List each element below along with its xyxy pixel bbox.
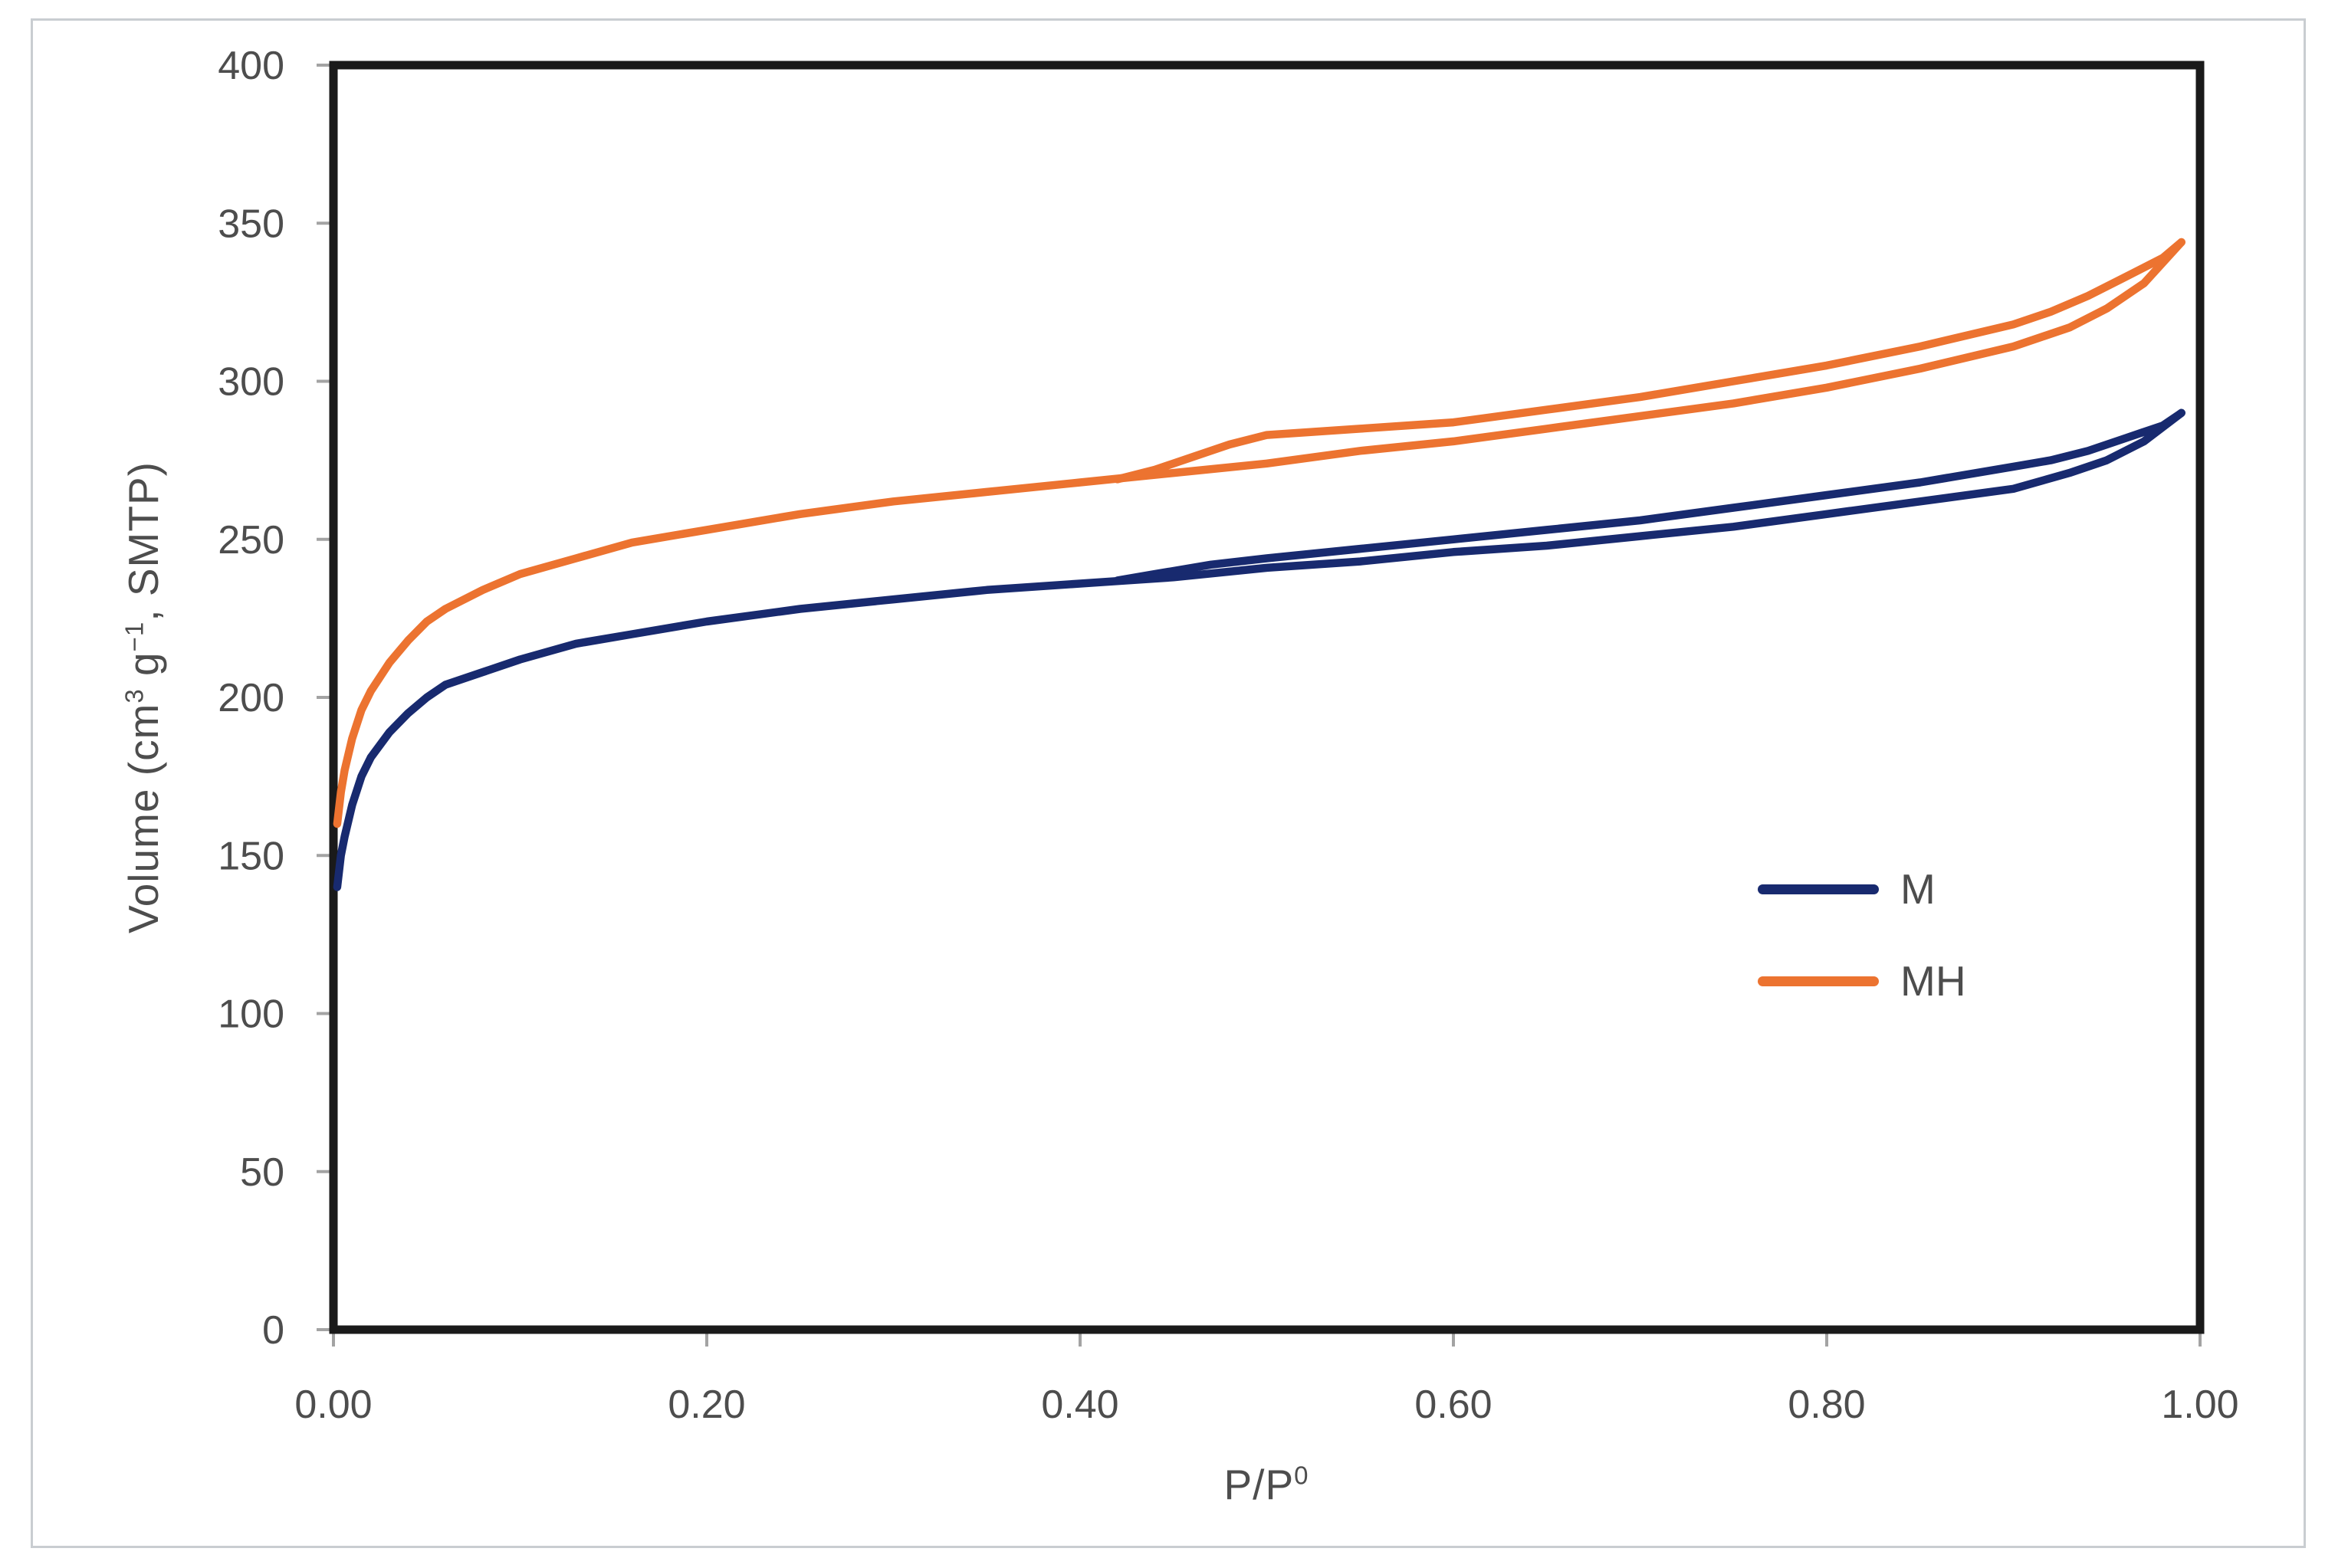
legend: M MH (1758, 864, 1966, 1005)
legend-item-MH: MH (1758, 956, 1966, 1005)
series-M-desorption-line (1113, 408, 2185, 585)
y-axis-title-pre: Volume (cm (120, 703, 167, 933)
y-tick-label: 350 (218, 202, 284, 246)
x-axis-title-base: P/P (1223, 1461, 1295, 1508)
y-axis-title-mid: g (120, 651, 167, 689)
x-tick-label: 0.00 (294, 1383, 372, 1427)
y-axis-title-post: , SMTP) (120, 461, 167, 622)
x-tick-label: 0.80 (1788, 1383, 1865, 1427)
y-axis-title: Volume (cm3 g−1, SMTP) (119, 461, 168, 933)
x-tick-label: 0.60 (1414, 1383, 1492, 1427)
x-tick-label: 0.20 (668, 1383, 745, 1427)
x-axis-title: P/P0 (1223, 1460, 1309, 1509)
x-axis-title-sup-0: 0 (1294, 1461, 1309, 1490)
y-axis-title-sup-minus1: −1 (120, 621, 149, 652)
x-tick-label: 0.40 (1041, 1383, 1118, 1427)
plot-frame (329, 61, 2205, 1334)
y-tick-label: 400 (218, 44, 284, 88)
y-axis-title-sup-3: 3 (120, 688, 149, 704)
series-M-adsorption-line (333, 408, 2185, 891)
y-tick-label: 50 (240, 1150, 284, 1195)
series-MH-adsorption-line (333, 238, 2185, 828)
y-tick-label: 200 (218, 676, 284, 720)
y-tick-label: 150 (218, 834, 284, 878)
y-tick-label: 0 (262, 1308, 284, 1353)
y-tick-label: 100 (218, 992, 284, 1037)
legend-label-MH: MH (1900, 957, 1966, 1005)
legend-item-M: M (1758, 864, 1966, 914)
x-tick-label: 1.00 (2161, 1383, 2238, 1427)
legend-line-M (1758, 884, 1879, 894)
legend-label-M: M (1900, 865, 1936, 913)
legend-line-MH (1758, 976, 1879, 986)
series-MH-desorption-line (1113, 238, 2185, 484)
y-tick-label: 300 (218, 360, 284, 405)
y-tick-label: 250 (218, 518, 284, 563)
